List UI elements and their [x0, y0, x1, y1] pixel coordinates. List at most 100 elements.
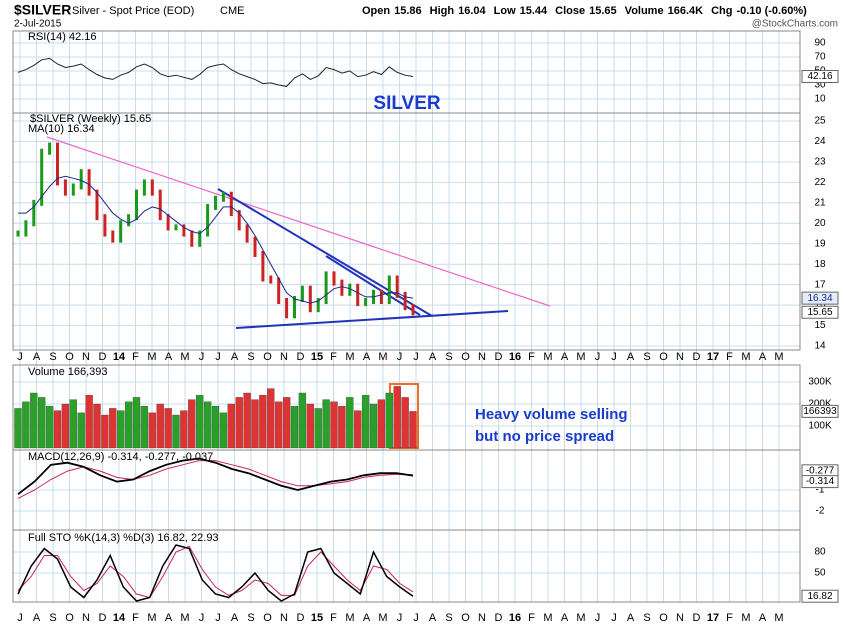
exchange: CME: [220, 5, 244, 17]
quote-value: 166.4K: [668, 5, 704, 17]
price-bar: [56, 142, 59, 186]
x-tick-label: M: [741, 612, 750, 624]
x-tick-label: A: [759, 612, 767, 624]
x-tick-label: A: [429, 351, 437, 363]
x-tick-label: J: [215, 351, 221, 363]
y-tick-label: 30: [814, 80, 826, 91]
volume-bar: [140, 406, 149, 449]
y-tick-label: 20: [814, 218, 826, 229]
panel-label: MACD(12,26,9) -0.314, -0.277, -0.037: [28, 451, 213, 463]
volume-bar: [306, 403, 314, 449]
panel-label: RSI(14) 42.16: [28, 31, 96, 43]
brand: @StockCharts.com: [752, 19, 838, 30]
x-tick-label: F: [528, 351, 535, 363]
volume-bar: [22, 401, 30, 449]
price-bar: [166, 214, 170, 231]
x-tick-label: S: [49, 612, 56, 624]
x-tick-label: D: [297, 612, 305, 624]
volume-bar: [330, 401, 338, 449]
panel-label: MA(10) 16.34: [28, 123, 95, 135]
x-tick-label: O: [263, 612, 272, 624]
x-tick-label: F: [132, 612, 139, 624]
price-bar: [340, 279, 344, 296]
price-bar: [221, 191, 225, 202]
x-tick-label: 16: [509, 351, 521, 363]
x-tick-label: 15: [311, 612, 323, 624]
quote-label: Low: [494, 5, 516, 17]
x-tick-label: A: [429, 612, 437, 624]
watermark: SILVER: [373, 93, 440, 114]
price-bar: [71, 183, 75, 196]
x-tick-label: F: [528, 612, 535, 624]
volume-bar: [409, 411, 417, 449]
x-tick-label: M: [543, 351, 552, 363]
x-tick-label: O: [263, 351, 272, 363]
volume-bar: [377, 399, 386, 449]
x-tick-label: F: [330, 351, 337, 363]
value-box: [801, 589, 839, 603]
quote-value: 16.04: [458, 5, 486, 17]
x-tick-label: J: [413, 351, 419, 363]
ma-line: [18, 175, 414, 304]
value-label: 15.65: [807, 307, 832, 318]
x-tick-label: M: [147, 612, 156, 624]
x-tick-label: D: [693, 612, 701, 624]
x-tick-label: O: [659, 612, 668, 624]
price-bar: [316, 298, 320, 313]
volume-bar: [156, 403, 164, 449]
volume-bar: [401, 397, 409, 449]
x-tick-label: M: [576, 612, 585, 624]
x-tick-label: M: [774, 351, 783, 363]
y-tick-label: 50: [814, 568, 826, 579]
x-tick-label: J: [17, 612, 23, 624]
y-tick-label: 18: [814, 259, 826, 270]
volume-bar: [338, 406, 346, 449]
price-bar: [277, 277, 281, 305]
x-tick-label: S: [49, 351, 56, 363]
x-tick-label: N: [280, 351, 288, 363]
x-tick-label: 15: [311, 351, 323, 363]
x-tick-label: S: [445, 612, 452, 624]
price-bar: [253, 236, 257, 257]
x-tick-label: F: [132, 351, 139, 363]
x-tick-label: M: [345, 612, 354, 624]
price-bar: [79, 169, 83, 190]
value-label: 42.16: [807, 71, 832, 82]
support-line: [235, 310, 509, 329]
quote-value: 15.65: [589, 5, 617, 17]
volume-bar: [38, 397, 46, 449]
price-bar: [403, 291, 407, 311]
quote-value: -0.10 (-0.60%): [736, 5, 807, 17]
volume-bar: [117, 410, 125, 449]
price-bar: [119, 220, 123, 243]
y-tick-label: 70: [814, 52, 826, 63]
x-tick-label: A: [33, 612, 41, 624]
x-tick-label: O: [65, 612, 74, 624]
x-tick-label: S: [247, 351, 254, 363]
price-bar: [261, 250, 265, 282]
symbol: $SILVER: [14, 2, 71, 18]
instrument-name: Silver - Spot Price (EOD): [72, 5, 194, 17]
price-bar: [87, 169, 91, 196]
x-tick-label: J: [611, 612, 617, 624]
y-tick-label: 23: [814, 157, 826, 168]
price-bar: [111, 230, 115, 243]
x-tick-label: N: [82, 612, 90, 624]
volume-bar: [172, 414, 180, 449]
value-box: [801, 404, 839, 418]
x-tick-label: D: [99, 612, 107, 624]
y-tick-label: 19: [814, 238, 826, 249]
x-tick-label: N: [478, 612, 486, 624]
price-bar: [411, 304, 415, 316]
price-bar: [300, 285, 304, 302]
price-bar: [293, 295, 296, 319]
price-bar: [364, 298, 368, 307]
x-tick-label: M: [741, 351, 750, 363]
y-tick-label: 100K: [808, 421, 832, 432]
x-tick-label: A: [561, 612, 569, 624]
x-tick-label: J: [413, 612, 419, 624]
x-tick-label: O: [461, 351, 470, 363]
volume-bar: [53, 410, 62, 449]
x-tick-label: M: [378, 612, 387, 624]
